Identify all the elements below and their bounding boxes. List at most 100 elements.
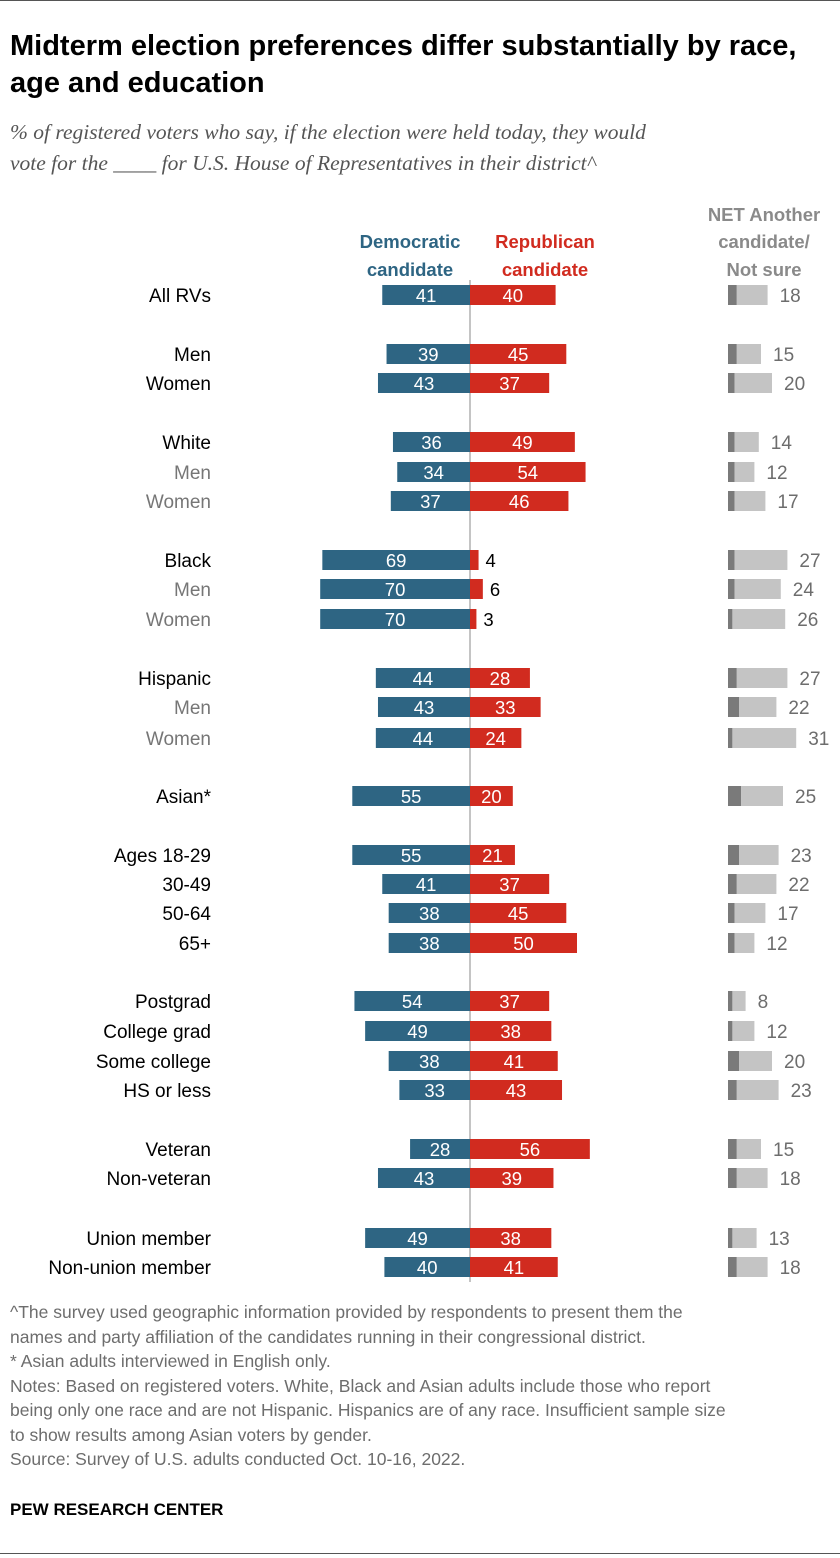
chart-row: All RVs 41 40 18 <box>149 285 801 307</box>
rep-value-label: 33 <box>495 697 516 718</box>
rep-bar <box>470 1021 552 1041</box>
legend-dem-line: Democratic <box>360 231 461 252</box>
chart-row: Hispanic 44 28 27 <box>138 668 821 690</box>
net-value-label: 12 <box>766 934 787 955</box>
chart-row: 30-49 41 37 22 <box>162 874 810 896</box>
net-value-label: 12 <box>766 1022 787 1043</box>
dem-bar <box>388 933 470 953</box>
chart-row: Women 70 3 26 <box>146 609 818 631</box>
row-label: Veteran <box>146 1140 212 1161</box>
rep-bar <box>470 668 530 688</box>
dem-bar <box>397 462 470 482</box>
dem-value-label: 43 <box>414 697 435 718</box>
net-value-label: 13 <box>769 1229 790 1250</box>
net-dark-bar <box>728 903 735 923</box>
net-value-label: 18 <box>780 286 801 307</box>
chart-row: Women 43 37 20 <box>146 373 805 395</box>
net-dark-bar <box>728 991 733 1011</box>
dem-bar <box>377 373 470 393</box>
dem-value-label: 70 <box>385 609 406 630</box>
footnote-notes-2: being only one race and are not Hispanic… <box>10 1400 726 1420</box>
row-label: Men <box>174 580 211 601</box>
footnote-source: Source: Survey of U.S. adults conducted … <box>10 1449 466 1469</box>
net-value-label: 23 <box>791 1081 812 1102</box>
net-light-bar <box>734 933 755 953</box>
chart-legend: Democratic candidate Republican candidate NE… <box>360 204 821 280</box>
net-value-label: 20 <box>784 374 805 395</box>
net-value-label: 15 <box>773 345 794 366</box>
net-dark-bar <box>728 462 735 482</box>
dem-bar <box>354 991 470 1011</box>
brand-logo-text: PEW RESEARCH CENTER <box>10 1500 224 1519</box>
subtitle-line-2: vote for the ____ for U.S. House of Repr… <box>10 151 596 175</box>
rep-bar <box>470 1080 563 1100</box>
dem-value-label: 39 <box>418 344 439 365</box>
net-value-label: 24 <box>793 580 815 601</box>
dem-value-label: 44 <box>413 668 434 689</box>
net-light-bar <box>736 1257 768 1277</box>
legend-rep-line: Republican <box>495 231 595 252</box>
net-dark-bar <box>728 1139 737 1159</box>
chart-row: Black 69 4 27 <box>165 550 821 572</box>
legend-net-line: Not sure <box>726 259 801 280</box>
dem-value-label: 44 <box>413 728 434 749</box>
rep-bar <box>470 1228 552 1248</box>
rep-bar <box>470 609 477 629</box>
chart-row: Men 43 33 22 <box>174 697 810 719</box>
net-light-bar <box>739 845 779 865</box>
legend-net-line: candidate/ <box>718 231 810 252</box>
net-value-label: 18 <box>780 1258 801 1279</box>
rep-bar <box>470 903 567 923</box>
rep-value-label: 4 <box>486 550 496 571</box>
rep-value-label: 56 <box>520 1139 541 1160</box>
row-label: Women <box>146 374 211 395</box>
dem-value-label: 41 <box>416 285 437 306</box>
dem-bar <box>392 432 470 452</box>
footnote-caret-2: names and party affiliation of the candi… <box>10 1326 646 1347</box>
rep-bar <box>470 432 575 452</box>
dem-value-label: 69 <box>386 550 407 571</box>
rep-value-label: 50 <box>513 933 534 954</box>
rep-bar <box>470 373 550 393</box>
net-value-label: 31 <box>808 729 829 750</box>
net-value-label: 14 <box>771 433 793 454</box>
net-value-label: 15 <box>773 1140 794 1161</box>
net-light-bar <box>734 579 781 599</box>
rep-value-label: 3 <box>483 609 493 630</box>
chart-row: Asian* 55 20 25 <box>156 786 816 808</box>
chart-row: HS or less 33 43 23 <box>123 1080 812 1102</box>
net-light-bar <box>736 1080 779 1100</box>
chart-row: Women 44 24 31 <box>146 728 829 750</box>
dem-bar <box>320 579 470 599</box>
net-value-label: 17 <box>777 904 798 925</box>
rep-bar <box>470 728 522 748</box>
row-label: Postgrad <box>135 992 211 1013</box>
net-value-label: 20 <box>784 1052 805 1073</box>
dem-value-label: 38 <box>419 933 440 954</box>
net-light-bar <box>734 491 766 511</box>
chart-row: 65+ 38 50 12 <box>179 933 788 955</box>
dem-value-label: 49 <box>407 1228 428 1249</box>
row-label: HS or less <box>123 1081 211 1102</box>
chart-row: Non-union member 40 41 18 <box>48 1257 801 1279</box>
row-label: Men <box>174 345 211 366</box>
dem-bar <box>384 1257 470 1277</box>
chart-row: Some college 38 41 20 <box>96 1051 805 1073</box>
rep-bar <box>470 1051 558 1071</box>
chart-row: College grad 49 38 12 <box>103 1021 788 1043</box>
row-label: Women <box>146 492 211 513</box>
net-light-bar <box>739 697 777 717</box>
footnotes: ^The survey used geographic information … <box>10 1300 835 1472</box>
dem-value-label: 43 <box>414 1168 435 1189</box>
net-light-bar <box>739 1051 772 1071</box>
chart-row: Non-veteran 43 39 18 <box>106 1168 801 1190</box>
net-dark-bar <box>728 344 737 364</box>
rep-value-label: 20 <box>481 786 502 807</box>
top-rule <box>0 0 840 1</box>
rep-value-label: 21 <box>482 845 503 866</box>
net-dark-bar <box>728 728 733 748</box>
dem-bar <box>365 1228 470 1248</box>
row-label: Women <box>146 610 211 631</box>
dem-bar <box>410 1139 470 1159</box>
